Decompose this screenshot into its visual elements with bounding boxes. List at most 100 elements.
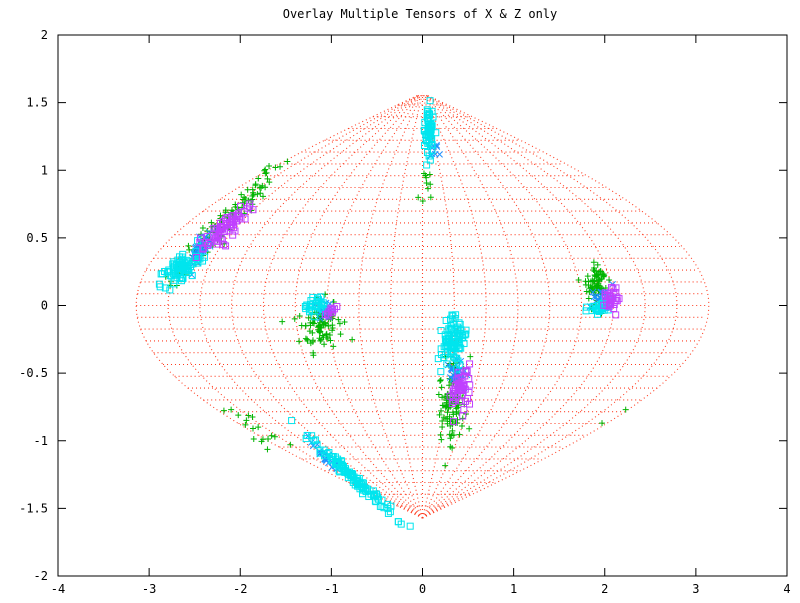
data-point	[427, 126, 435, 134]
data-point	[453, 411, 460, 418]
data-point	[449, 409, 456, 416]
axes: -4 -3 -2 -1 0 1 2 3 4 2 1.5 1 0.5 0 -0.5 -1 -1.5 -2	[19, 28, 791, 596]
projection-graticule	[135, 94, 710, 519]
data-point	[262, 170, 269, 177]
data-point	[423, 106, 431, 114]
y-tick-label: -1.5	[19, 501, 48, 515]
x-tick-label: -4	[51, 582, 65, 596]
data-point	[310, 352, 317, 359]
y-tick-label: -2	[34, 569, 48, 583]
data-point	[310, 437, 318, 445]
data-point	[291, 315, 298, 322]
data-point	[204, 232, 212, 240]
data-point	[454, 420, 461, 427]
data-point	[329, 322, 336, 329]
data-point	[341, 319, 348, 326]
data-point	[310, 313, 318, 321]
data-point	[456, 320, 464, 328]
data-point	[268, 432, 275, 439]
data-point	[453, 329, 461, 337]
data-point	[266, 162, 273, 169]
data-point	[259, 182, 266, 189]
data-point	[467, 353, 474, 360]
data-point	[442, 404, 449, 411]
data-point	[406, 522, 414, 530]
data-point	[601, 289, 609, 297]
data-point	[451, 332, 459, 340]
data-point	[454, 369, 462, 377]
data-point	[589, 277, 596, 284]
data-point	[594, 310, 602, 318]
data-point	[220, 241, 228, 249]
data-point	[284, 158, 291, 165]
graticule-meridian	[422, 94, 614, 519]
data-point	[156, 283, 164, 291]
data-point	[370, 491, 378, 499]
data-point	[384, 500, 392, 508]
data-point	[316, 449, 324, 457]
data-point	[263, 169, 270, 176]
data-point	[171, 271, 179, 279]
data-series-layer	[155, 97, 629, 530]
data-point	[449, 427, 456, 434]
data-point	[228, 216, 236, 224]
data-point	[241, 194, 248, 201]
data-point	[459, 415, 466, 422]
data-point	[218, 236, 226, 244]
data-point	[305, 314, 312, 321]
data-point	[169, 264, 177, 272]
data-point	[370, 490, 378, 498]
data-point	[448, 399, 456, 407]
data-point	[188, 272, 196, 280]
data-point	[212, 226, 220, 234]
data-point	[596, 268, 603, 275]
data-point	[255, 175, 262, 182]
data-point	[603, 298, 611, 306]
data-point	[597, 268, 604, 275]
data-point	[423, 180, 430, 187]
data-point	[588, 307, 596, 315]
data-point	[179, 257, 187, 265]
data-point	[175, 264, 183, 272]
data-point	[599, 420, 606, 427]
x-tick-label: 1	[510, 582, 517, 596]
data-point	[454, 404, 461, 411]
data-point	[178, 264, 186, 272]
data-point	[459, 333, 467, 341]
data-point	[232, 217, 240, 225]
data-point	[442, 317, 450, 325]
data-point	[436, 378, 443, 384]
data-point	[220, 407, 227, 414]
data-point	[200, 244, 208, 252]
y-tick-label: 0.5	[26, 231, 48, 245]
data-point	[584, 273, 591, 280]
y-tick-label: 0	[41, 299, 48, 313]
data-point	[464, 395, 472, 403]
data-point	[185, 242, 192, 249]
y-tick-label: 1.5	[26, 96, 48, 110]
data-point	[199, 245, 207, 253]
data-point	[279, 318, 286, 325]
data-point	[265, 435, 272, 442]
data-point	[606, 276, 613, 283]
data-point	[178, 275, 186, 283]
data-point	[438, 436, 445, 443]
data-point	[177, 277, 185, 285]
graticule-meridian	[294, 94, 423, 519]
y-tick-label: 1	[41, 163, 48, 177]
data-point	[608, 283, 616, 291]
data-point	[609, 285, 617, 293]
data-point	[444, 415, 451, 422]
data-point	[330, 305, 338, 313]
data-point	[457, 344, 465, 352]
data-point	[423, 174, 430, 181]
data-point	[330, 343, 337, 350]
data-point	[255, 424, 262, 431]
data-point	[208, 219, 215, 226]
data-point	[302, 435, 310, 443]
data-point	[589, 303, 597, 311]
data-point	[244, 186, 251, 193]
data-point	[266, 179, 273, 186]
data-point	[426, 171, 433, 178]
data-point	[242, 421, 249, 428]
